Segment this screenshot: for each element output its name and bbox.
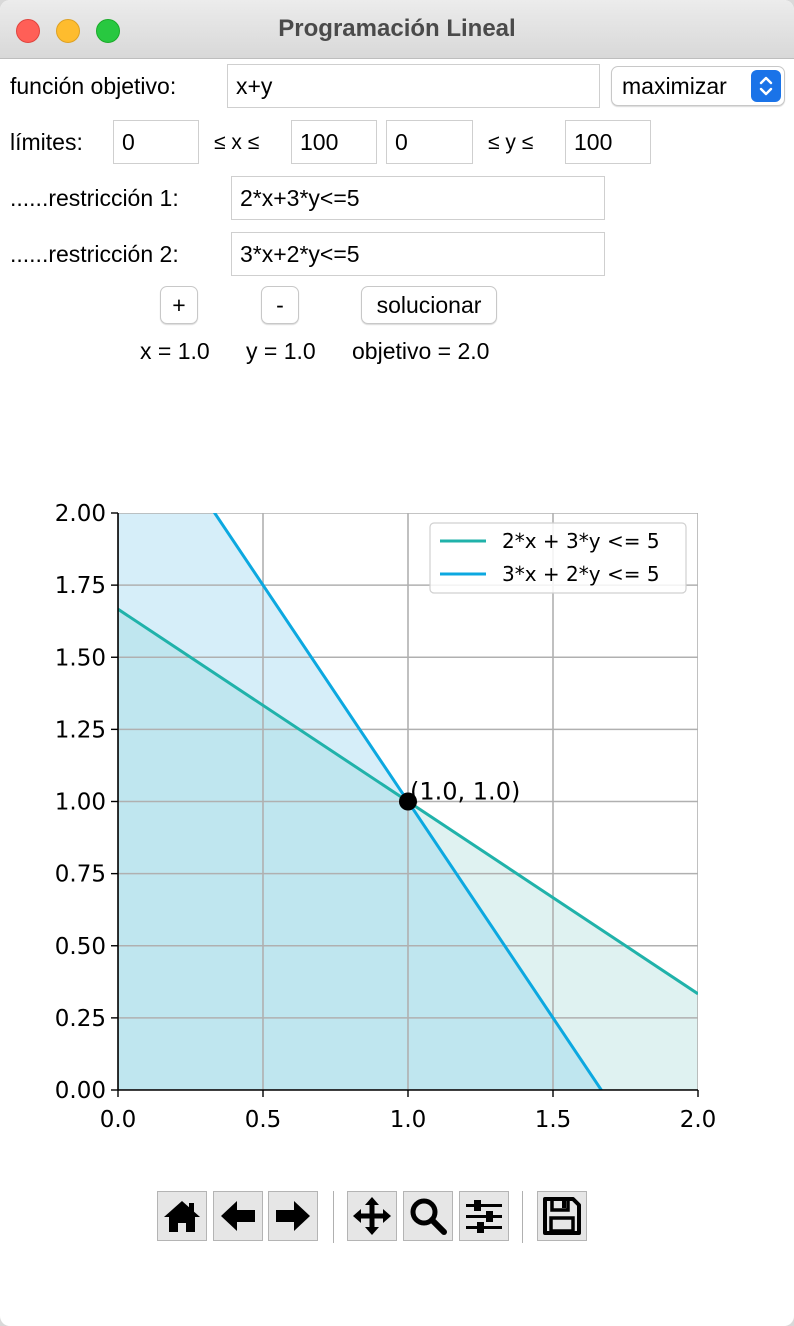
y-tick-label: 0.00 <box>55 1078 106 1104</box>
close-window-button[interactable] <box>16 19 40 43</box>
y-tick-label: 1.50 <box>55 645 106 671</box>
y-range-symbol: ≤ y ≤ <box>488 131 534 154</box>
restriction-2-label: ......restricción 2: <box>10 241 179 267</box>
x-range-symbol: ≤ x ≤ <box>214 131 260 154</box>
configure-icon <box>466 1200 502 1233</box>
limits-label: límites: <box>10 129 83 155</box>
x-tick-label: 0.5 <box>245 1107 282 1133</box>
forward-icon <box>276 1201 310 1231</box>
y-tick-label: 0.25 <box>55 1006 106 1032</box>
legend-entry: 3*x + 2*y <= 5 <box>502 562 660 586</box>
y-tick-label: 0.50 <box>55 934 106 960</box>
pan-icon <box>353 1197 391 1235</box>
home-button[interactable] <box>157 1191 207 1241</box>
configure-subplots-button[interactable] <box>459 1191 509 1241</box>
objective-input[interactable] <box>227 64 600 108</box>
restriction-1-label: ......restricción 1: <box>10 185 179 211</box>
toolbar-divider <box>333 1191 334 1243</box>
window-title: Programación Lineal <box>278 15 516 42</box>
feasible-region-chart[interactable]: (1.0, 1.0) 0.0 0.5 1.0 1.5 2.0 0.00 0.25 0.50 0.7… <box>0 490 794 1150</box>
add-restriction-button[interactable]: + <box>160 286 198 324</box>
optimization-mode-value: maximizar <box>622 73 727 99</box>
pan-button[interactable] <box>347 1191 397 1241</box>
x-tick-label: 0.0 <box>100 1107 137 1133</box>
y-tick-label: 1.25 <box>55 717 106 743</box>
y-tick-label: 2.00 <box>55 501 106 527</box>
minimize-window-button[interactable] <box>56 19 80 43</box>
remove-restriction-button[interactable]: - <box>261 286 299 324</box>
x-min-input[interactable] <box>113 120 199 164</box>
title-bar: Programación Lineal <box>0 0 794 59</box>
forward-button[interactable] <box>268 1191 318 1241</box>
maximize-window-button[interactable] <box>96 19 120 43</box>
x-max-input[interactable] <box>291 120 377 164</box>
x-tick-label: 2.0 <box>680 1107 717 1133</box>
y-max-input[interactable] <box>565 120 651 164</box>
solution-point <box>399 792 417 811</box>
restriction-2-input[interactable] <box>231 232 605 276</box>
result-y: y = 1.0 <box>246 338 316 364</box>
result-x: x = 1.0 <box>140 338 210 364</box>
home-icon <box>164 1201 200 1232</box>
save-button[interactable] <box>537 1191 587 1241</box>
y-tick-label: 0.75 <box>55 862 106 888</box>
result-objective: objetivo = 2.0 <box>352 338 490 364</box>
legend-entry: 2*x + 3*y <= 5 <box>502 529 660 553</box>
y-tick-label: 1.00 <box>55 790 106 816</box>
y-tick-label: 1.75 <box>55 573 106 599</box>
x-tick-label: 1.0 <box>390 1107 427 1133</box>
legend-box <box>429 522 687 594</box>
chevron-updown-icon <box>751 70 781 102</box>
toolbar-divider <box>522 1191 523 1243</box>
back-button[interactable] <box>213 1191 263 1241</box>
solution-point-label: (1.0, 1.0) <box>410 778 520 806</box>
optimization-mode-select[interactable]: maximizar <box>611 66 785 106</box>
restriction-1-input[interactable] <box>231 176 605 220</box>
zoom-button[interactable] <box>403 1191 453 1241</box>
plot-content <box>118 513 698 1090</box>
x-tick-label: 1.5 <box>535 1107 572 1133</box>
y-min-input[interactable] <box>386 120 473 164</box>
back-icon <box>221 1201 255 1231</box>
zoom-icon <box>410 1198 447 1235</box>
chart-legend: 2*x + 3*y <= 5 3*x + 2*y <= 5 <box>429 522 687 594</box>
solve-button[interactable]: solucionar <box>361 286 497 324</box>
save-icon <box>543 1197 581 1235</box>
objective-label: función objetivo: <box>10 73 177 99</box>
